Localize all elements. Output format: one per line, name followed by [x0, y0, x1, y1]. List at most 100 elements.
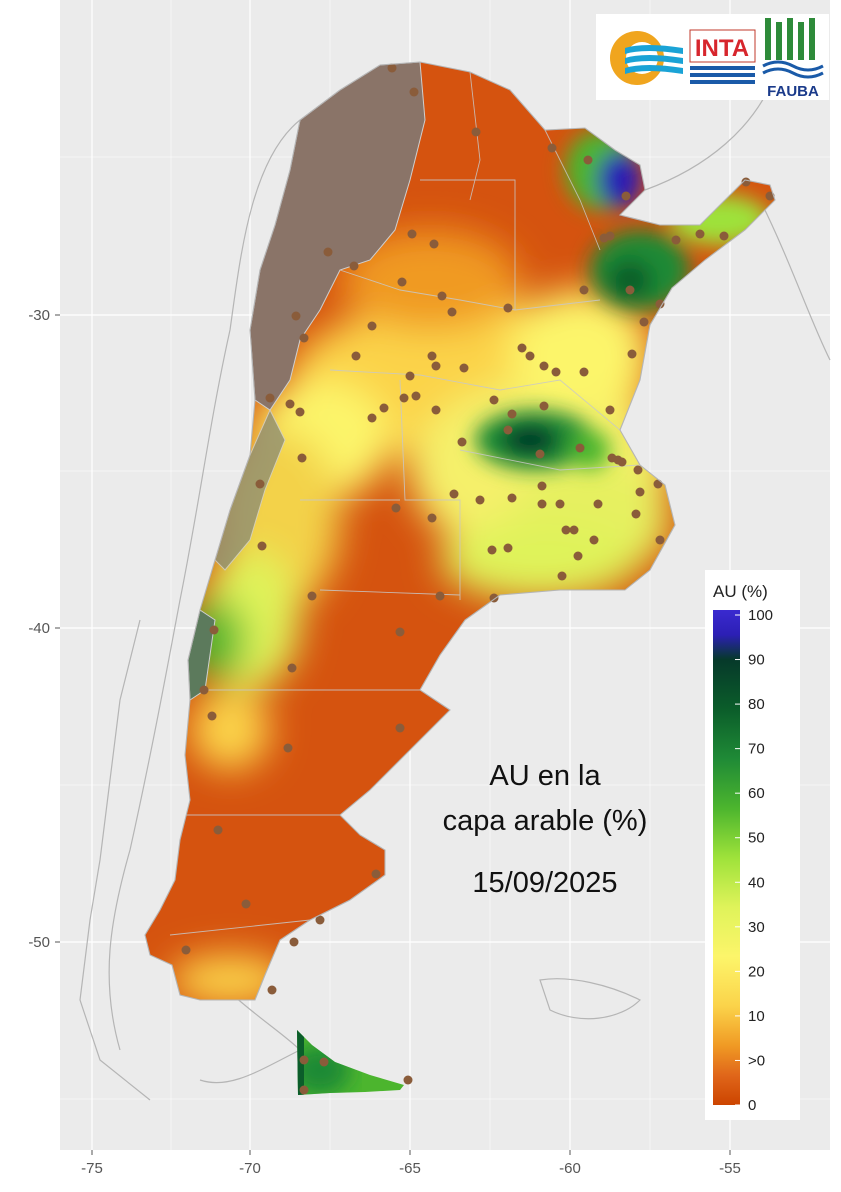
- neighbour-borders: [79, 59, 831, 1101]
- map-annotation: AU en la capa arable (%) 15/09/2025: [443, 760, 648, 899]
- station-dot: [447, 307, 457, 317]
- station-dot: [297, 453, 307, 463]
- station-dot: [379, 403, 389, 413]
- station-dot: [435, 591, 445, 601]
- station-dot: [631, 509, 641, 519]
- station-dot: [291, 311, 301, 321]
- legend: AU (%) 100 90 80 70 60 50 40 30 20 10 >0 0: [705, 570, 800, 1120]
- station-dot: [209, 625, 219, 635]
- svg-text:INTA: INTA: [695, 35, 749, 62]
- station-dot: [371, 869, 381, 879]
- station-dot: [535, 449, 545, 459]
- legend-label: 60: [748, 785, 765, 802]
- station-dot: [551, 367, 561, 377]
- station-dot: [207, 711, 217, 721]
- station-dot: [621, 191, 631, 201]
- station-dot: [633, 465, 643, 475]
- station-dot: [627, 349, 637, 359]
- station-dot: [561, 525, 571, 535]
- station-dot: [267, 985, 277, 995]
- station-dot: [741, 177, 751, 187]
- station-dot: [409, 87, 419, 97]
- logos: INTA FAUBA: [596, 14, 829, 100]
- station-dot: [539, 401, 549, 411]
- station-dot: [391, 503, 401, 513]
- station-dot: [387, 63, 397, 73]
- station-dot: [583, 155, 593, 165]
- station-dot: [525, 351, 535, 361]
- station-dot: [569, 525, 579, 535]
- station-dot: [299, 1085, 309, 1095]
- station-dot: [671, 235, 681, 245]
- y-axis: -30 -40 -50: [28, 307, 60, 951]
- station-dot: [407, 229, 417, 239]
- station-dot: [285, 399, 295, 409]
- x-tick-label: -65: [399, 1160, 421, 1177]
- annotation-line-1: AU en la: [489, 760, 601, 792]
- y-tick-label: -30: [28, 307, 50, 324]
- country-outline: [144, 61, 776, 1001]
- station-dot: [655, 535, 665, 545]
- legend-colorbar: [713, 610, 740, 1105]
- station-dot: [199, 685, 209, 695]
- station-dot: [437, 291, 447, 301]
- station-dot: [537, 499, 547, 509]
- station-dot: [449, 489, 459, 499]
- legend-label: 90: [748, 652, 765, 669]
- station-dot: [719, 231, 729, 241]
- station-dot: [367, 413, 377, 423]
- station-dot: [537, 481, 547, 491]
- station-dot: [589, 535, 599, 545]
- ora-logo: [610, 31, 683, 85]
- station-dot: [307, 591, 317, 601]
- x-tick-label: -70: [239, 1160, 261, 1177]
- station-dot: [625, 285, 635, 295]
- station-dot: [429, 239, 439, 249]
- legend-label: 10: [748, 1008, 765, 1025]
- station-dot: [213, 825, 223, 835]
- station-dot: [573, 551, 583, 561]
- station-dot: [411, 391, 421, 401]
- station-dot: [487, 545, 497, 555]
- station-dot: [593, 499, 603, 509]
- station-dot: [257, 541, 267, 551]
- station-dot: [395, 723, 405, 733]
- legend-label: 0: [748, 1097, 756, 1114]
- svg-text:FAUBA: FAUBA: [767, 83, 819, 100]
- legend-label: 50: [748, 830, 765, 847]
- station-dot: [181, 945, 191, 955]
- station-dot: [349, 261, 359, 271]
- station-dot: [427, 351, 437, 361]
- station-dot: [579, 285, 589, 295]
- station-dot: [471, 127, 481, 137]
- station-dot: [265, 393, 275, 403]
- station-dot: [547, 143, 557, 153]
- station-dot: [517, 343, 527, 353]
- station-dots: [181, 63, 775, 1095]
- legend-label: >0: [748, 1052, 765, 1069]
- station-dot: [367, 321, 377, 331]
- station-dot: [639, 317, 649, 327]
- station-dot: [299, 1055, 309, 1065]
- legend-label: 20: [748, 963, 765, 980]
- annotation-date: 15/09/2025: [472, 867, 617, 899]
- x-tick-label: -60: [559, 1160, 581, 1177]
- station-dot: [503, 303, 513, 313]
- station-dot: [241, 899, 251, 909]
- station-dot: [255, 479, 265, 489]
- station-dot: [635, 487, 645, 497]
- station-dot: [503, 543, 513, 553]
- station-dot: [605, 405, 615, 415]
- y-tick-label: -50: [28, 934, 50, 951]
- station-dot: [507, 493, 517, 503]
- station-dot: [599, 233, 609, 243]
- legend-label: 30: [748, 919, 765, 936]
- station-dot: [319, 1057, 329, 1067]
- station-dot: [397, 277, 407, 287]
- legend-labels: 100 90 80 70 60 50 40 30 20 10 >0 0: [735, 607, 773, 1114]
- y-tick-label: -40: [28, 620, 50, 637]
- station-dot: [575, 443, 585, 453]
- station-dot: [459, 363, 469, 373]
- x-tick-label: -55: [719, 1160, 741, 1177]
